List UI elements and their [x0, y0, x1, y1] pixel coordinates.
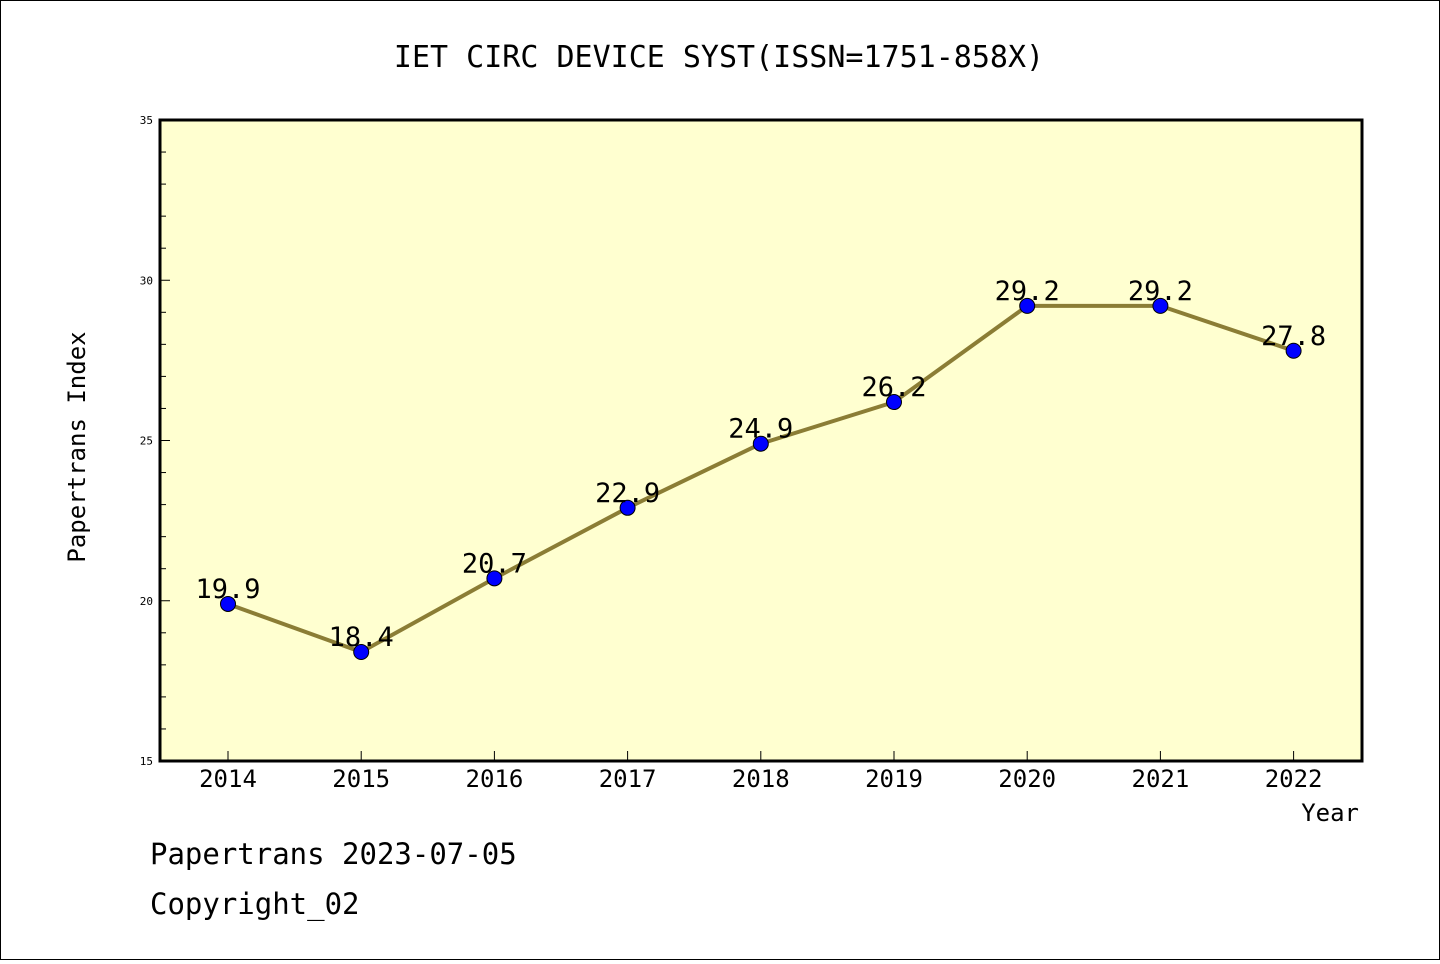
y-tick-label: 20	[140, 595, 153, 608]
data-point	[886, 394, 902, 411]
data-point	[1285, 342, 1302, 359]
x-tick-label: 2015	[332, 765, 390, 793]
y-tick-label: 15	[140, 755, 153, 768]
data-point	[1152, 297, 1169, 314]
y-axis: 15 20 25 30 35	[140, 114, 170, 768]
chart-title: IET CIRC DEVICE SYST(ISSN=1751-858X)	[394, 40, 1044, 75]
data-point	[353, 644, 370, 661]
data-label: 19.9	[195, 574, 260, 605]
data-label: 27.8	[1261, 321, 1326, 352]
y-tick-label: 25	[140, 435, 153, 448]
x-tick-label: 2016	[466, 765, 524, 793]
x-tick-label: 2017	[599, 765, 657, 793]
series-layer: 19.9 18.4 20.7 22.9 24.9 26.2 29.2 29.2 27.8	[195, 276, 1326, 661]
y-axis-title: Papertrans Index	[63, 331, 91, 562]
x-tick-label: 2014	[199, 765, 257, 793]
y-tick-label: 35	[140, 114, 153, 127]
data-label: 22.9	[595, 478, 660, 509]
x-tick-label: 2019	[865, 765, 923, 793]
x-tick-label: 2020	[998, 765, 1056, 793]
x-tick-label: 2022	[1265, 765, 1323, 793]
x-tick-label: 2021	[1132, 765, 1190, 793]
data-point	[486, 570, 503, 587]
footer-date: Papertrans 2023-07-05	[150, 837, 517, 871]
data-label: 18.4	[329, 622, 394, 653]
data-label: 24.9	[728, 414, 793, 445]
footer-copyright: Copyright_02	[150, 887, 360, 922]
x-axis: 2014 2015 2016 2017 2018 2019 2020 2021 2022	[199, 751, 1322, 793]
x-tick-label: 2018	[732, 765, 790, 793]
data-label: 29.2	[1128, 276, 1193, 307]
data-point	[1019, 297, 1036, 314]
data-point	[220, 595, 236, 612]
x-axis-title: Year	[1301, 799, 1359, 827]
y-tick-label: 30	[140, 274, 153, 287]
data-point	[752, 435, 769, 452]
data-label: 29.2	[995, 276, 1060, 307]
data-label: 20.7	[462, 548, 527, 579]
data-label: 26.2	[861, 372, 926, 403]
data-point	[619, 499, 636, 516]
